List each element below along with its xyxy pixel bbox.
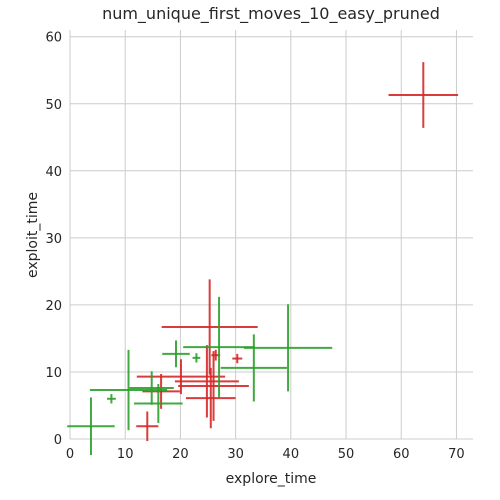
error-bar-point	[106, 394, 116, 404]
x-tick-label: 40	[283, 447, 300, 462]
error-bar-point	[192, 353, 201, 363]
error-bar-point	[388, 62, 459, 128]
x-tick-label: 0	[66, 447, 74, 462]
x-tick-label: 20	[172, 447, 189, 462]
error-bar-point	[232, 353, 243, 364]
x-tick-label: 70	[448, 447, 465, 462]
x-tick-label: 30	[227, 447, 244, 462]
y-tick-labels: 0 10 20 30 40 50 60	[45, 31, 62, 448]
x-axis-label: explore_time	[226, 471, 317, 487]
y-axis-label: exploit_time	[25, 192, 41, 278]
grid-lines	[69, 30, 473, 440]
error-bar-point	[174, 345, 239, 418]
x-tick-label: 10	[117, 447, 134, 462]
error-bar-point	[67, 397, 115, 456]
error-bar-point	[162, 340, 190, 368]
error-bar-point	[129, 371, 174, 405]
y-tick-label: 40	[45, 165, 62, 180]
error-bar-point	[89, 349, 168, 431]
error-bar-point	[178, 351, 249, 421]
x-tick-label: 60	[393, 447, 410, 462]
y-tick-label: 20	[45, 299, 62, 314]
y-tick-label: 50	[45, 98, 62, 113]
x-tick-labels: 0 10 20 30 40 50 60 70	[66, 447, 465, 462]
error-bar-point	[185, 367, 236, 429]
x-tick-label: 50	[338, 447, 355, 462]
error-bar-point	[134, 384, 183, 423]
y-tick-label: 10	[45, 366, 62, 381]
error-bar-point	[183, 296, 255, 398]
error-bar-point	[243, 304, 333, 392]
chart-title: num_unique_first_moves_10_easy_pruned	[102, 4, 440, 24]
y-tick-label: 0	[54, 433, 62, 448]
data-points	[67, 62, 459, 456]
y-tick-label: 60	[45, 31, 62, 46]
y-tick-label: 30	[45, 232, 62, 247]
plot-area	[70, 30, 473, 439]
error-bar-point	[136, 411, 159, 442]
error-bar-point	[220, 334, 287, 402]
error-bar-point	[161, 279, 258, 375]
